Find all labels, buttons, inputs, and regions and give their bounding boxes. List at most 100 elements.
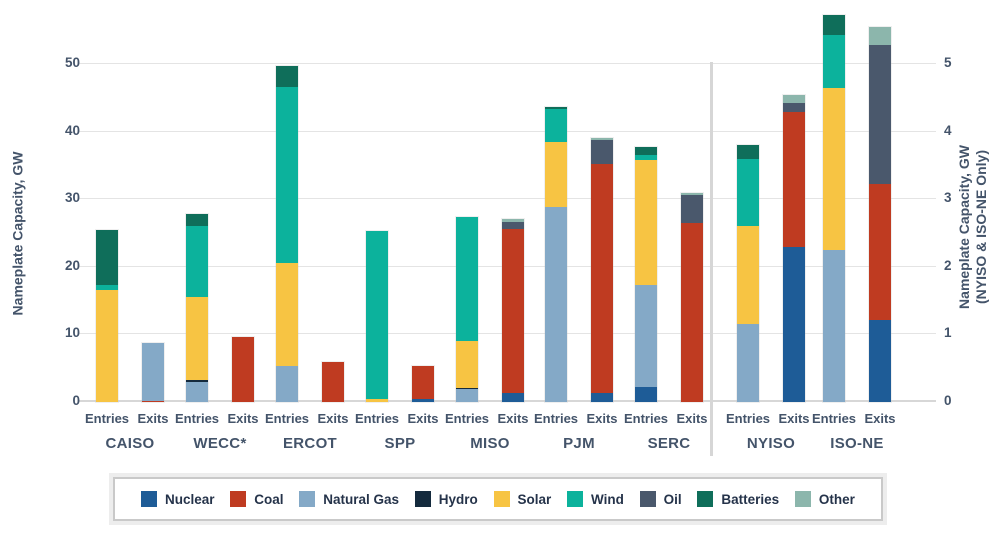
segment-solar [635, 160, 657, 286]
legend: Nuclear Coal Natural Gas Hydro Solar Wind Oil B… [113, 477, 883, 521]
legend-swatch-natural-gas [299, 491, 316, 507]
segment-other [783, 95, 805, 104]
gridline [78, 130, 936, 132]
left-axis-tick: 40 [64, 122, 80, 138]
region-label-pjm: PJM [563, 435, 595, 452]
legend-item-solar: Solar [493, 491, 552, 507]
left-axis-tick: 50 [64, 55, 80, 71]
legend-swatch-hydro [414, 491, 431, 507]
segment-batteries [737, 145, 759, 159]
legend-swatch-oil [639, 491, 656, 507]
bar-label-exits: Exits [317, 411, 349, 426]
region-label-spp: SPP [384, 435, 416, 452]
segment-oil [681, 195, 703, 223]
segment-natural-gas [142, 343, 164, 401]
bar-nyiso-entries [737, 145, 759, 402]
bar-serc-exits [681, 193, 703, 402]
segment-batteries [545, 106, 567, 109]
bar-pjm-exits [591, 137, 613, 402]
legend-label: Wind [591, 491, 624, 507]
segment-nuclear [869, 320, 891, 402]
segment-wind [635, 154, 657, 161]
segment-natural-gas [737, 324, 759, 402]
bar-ercot-entries [276, 65, 298, 402]
left-axis-title: Nameplate Capacity, GW [10, 124, 27, 344]
segment-nuclear [783, 246, 805, 402]
right-axis-tick: 0 [944, 393, 952, 408]
segment-wind [823, 35, 845, 88]
segment-oil [591, 139, 613, 165]
segment-coal [783, 111, 805, 247]
segment-coal [232, 337, 254, 402]
right-axis-tick: 3 [944, 190, 952, 206]
region-label-nyiso: NYISO [746, 435, 796, 452]
segment-batteries [823, 14, 845, 36]
segment-coal [502, 229, 524, 393]
legend-label: Natural Gas [323, 491, 400, 507]
segment-nuclear [502, 392, 524, 402]
segment-solar [366, 398, 388, 402]
bar-wecc-exits [232, 337, 254, 402]
segment-batteries [96, 230, 118, 286]
bar-miso-exits [502, 218, 524, 402]
bar-spp-exits [412, 366, 434, 402]
bar-label-exits: Exits [137, 411, 169, 426]
bar-label-exits: Exits [778, 411, 810, 426]
legend-item-natural-gas: Natural Gas [299, 491, 399, 507]
bar-caiso-exits [142, 343, 164, 402]
segment-coal [412, 366, 434, 399]
segment-solar [545, 141, 567, 208]
segment-wind [96, 285, 118, 290]
segment-oil [869, 45, 891, 184]
legend-swatch-nuclear [141, 491, 157, 507]
segment-wind [545, 108, 567, 142]
segment-coal [591, 164, 613, 393]
bar-label-entries: Entries [264, 411, 310, 426]
region-label-caiso: CAISO [105, 435, 155, 452]
bar-label-exits: Exits [227, 411, 259, 426]
legend-label: Hydro [438, 491, 478, 507]
segment-oil [783, 103, 805, 112]
bar-spp-entries [366, 231, 388, 402]
segment-natural-gas [186, 381, 208, 402]
segment-batteries [276, 65, 298, 88]
segment-solar [96, 289, 118, 402]
legend-label: Oil [663, 491, 682, 507]
bar-label-exits: Exits [407, 411, 439, 426]
right-axis-title-line2: (NYISO & ISO-NE Only) [973, 150, 989, 305]
legend-swatch-coal [230, 491, 247, 507]
legend-item-nuclear: Nuclear [141, 491, 215, 507]
segment-wind [456, 216, 478, 341]
left-axis-tick: 10 [64, 325, 80, 341]
bar-iso-ne-exits [869, 27, 891, 402]
gridline [78, 198, 936, 200]
legend-item-coal: Coal [230, 491, 284, 507]
bar-label-exits: Exits [586, 411, 618, 426]
legend-swatch-other [794, 491, 811, 507]
region-label-wecc: WECC* [193, 435, 247, 452]
segment-coal [142, 400, 164, 402]
segment-coal [869, 183, 891, 321]
bar-label-exits: Exits [864, 411, 896, 426]
gridline [78, 63, 936, 65]
segment-other [591, 137, 613, 140]
legend-item-wind: Wind [567, 491, 624, 507]
legend-item-oil: Oil [639, 491, 682, 507]
section-divider [710, 62, 713, 456]
legend-label: Solar [517, 491, 552, 507]
bar-label-exits: Exits [497, 411, 529, 426]
segment-oil [502, 221, 524, 230]
segment-hydro [456, 387, 478, 390]
segment-nuclear [412, 398, 434, 402]
segment-hydro [186, 380, 208, 382]
legend-label: Batteries [721, 491, 780, 507]
segment-other [502, 218, 524, 222]
segment-wind [276, 87, 298, 263]
right-axis-tick: 1 [944, 325, 952, 341]
legend-label: Coal [254, 491, 284, 507]
legend-label: Other [818, 491, 855, 507]
bar-label-entries: Entries [84, 411, 130, 426]
region-label-serc: SERC [647, 435, 691, 452]
region-label-iso-ne: ISO-NE [830, 435, 884, 452]
right-axis-tick: 5 [944, 55, 952, 71]
